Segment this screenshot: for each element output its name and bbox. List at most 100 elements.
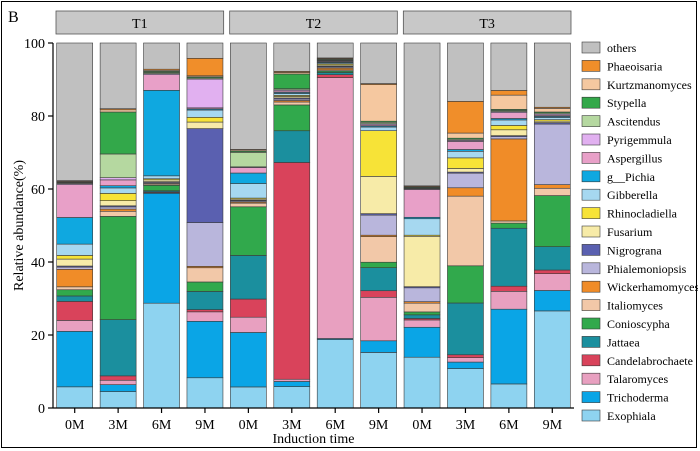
bar-segment-Conioscypha [447, 265, 484, 304]
bar-segment-Gibberella [447, 150, 484, 159]
bar-segment-Trichoderma [533, 290, 571, 312]
bar-segment-Italiomyces [230, 202, 267, 208]
bar-segment-Exophiala [447, 368, 484, 409]
bar-segment-Phialemoniopsis [56, 266, 94, 270]
bar-segment-Exophiala [186, 377, 224, 409]
bar-segment-Candelabrochaete [360, 290, 397, 298]
bar-segment-Exophiala [316, 339, 354, 409]
bar-segment-Phaeoisaria [490, 90, 528, 96]
legend-swatch-Kurtzmanomyces [581, 78, 601, 91]
bar-segment-Candelabrochaete [273, 162, 311, 380]
bar-segment-Wickerhamomyces [56, 268, 94, 288]
bar-segment-Exophiala [143, 302, 180, 409]
group-label: T3 [479, 17, 495, 32]
bar-segment-Exophiala [533, 310, 571, 409]
y-tick-label: 100 [24, 37, 45, 52]
bar-segment-g__Pichia [99, 185, 137, 189]
bar-segment-Talaromyces [533, 273, 571, 291]
legend-label: g__Pichia [607, 170, 656, 184]
bar-segment-others [186, 42, 224, 59]
legend-label: others [607, 41, 637, 55]
bar-segment-Jattaea [533, 246, 571, 271]
group-header-T2 [229, 10, 398, 35]
bar-segment-Fusarium [447, 168, 484, 173]
bar-segment-Aspergillus [230, 167, 267, 174]
bar-segment-Candelabrochaete [230, 298, 267, 318]
bar-segment-Gibberella [143, 175, 180, 180]
bar-segment-others [403, 42, 441, 187]
group-label: T2 [306, 17, 322, 32]
bar-segment-Rhinocladiella [490, 125, 528, 131]
bar-segment-Ascitendus [230, 152, 267, 168]
bar-segment-Kurtzmanomyces [533, 108, 571, 113]
bar-segment-Talaromyces [273, 378, 311, 382]
bar-segment-Gibberella [490, 119, 528, 126]
legend-label: Wickerhamomyces [607, 280, 698, 294]
legend-label: Gibberella [607, 188, 658, 202]
legend-swatch-Candelabrochaete [581, 354, 601, 367]
bar-segment-g__Pichia [230, 172, 267, 184]
bar-segment-Conioscypha [99, 216, 137, 320]
bar-segment-Conioscypha [273, 104, 311, 132]
bar-segment-Fusarium [360, 176, 397, 214]
bar-segment-Rhinocladiella [360, 130, 397, 177]
bar-segment-Phaeoisaria [186, 57, 224, 77]
bar-segment-Gibberella [230, 183, 267, 199]
bar-segment-Aspergillus [490, 112, 528, 119]
bar-segment-Jattaea [316, 72, 354, 75]
bar-segment-g__Pichia [56, 217, 94, 245]
bar-segment-Nigrograna [186, 128, 224, 223]
bar-segment-Conioscypha [403, 311, 441, 316]
legend-swatch-Jattaea [581, 336, 601, 348]
bar-segment-Stypella [273, 73, 311, 90]
legend-swatch-Phialemoniopsis [581, 262, 601, 275]
legend-label: Conioscypha [607, 317, 670, 331]
bar-segment-Jattaea [273, 130, 311, 163]
bar-segment-Italiomyces [490, 220, 528, 224]
bar-segment-Exophiala [230, 386, 267, 409]
y-tick-label: 60 [31, 183, 45, 198]
bar-segment-others [490, 42, 528, 91]
bar-segment-Phialemoniopsis [490, 136, 528, 140]
y-tick-label: 40 [31, 256, 45, 271]
bar-segment-Rhinocladiella [56, 255, 94, 260]
bar-segment-Fusarium [99, 200, 137, 207]
bar-segment-Candelabrochaete [186, 309, 224, 313]
bar-segment-Exophiala [273, 386, 311, 409]
x-tick-label: 9M [543, 418, 563, 433]
bar-segment-Conioscypha [186, 281, 224, 292]
bar-segment-Phaeoisaria [447, 101, 484, 134]
legend-swatch-Talaromyces [581, 372, 601, 385]
x-tick-label: 6M [499, 418, 519, 433]
bar-segment-Phialemoniopsis [360, 214, 397, 236]
x-axis-title: Induction time [272, 432, 354, 447]
bar-segment-Trichoderma [360, 340, 397, 353]
legend-swatch-others [581, 41, 601, 54]
bar-segment-Aspergillus [56, 184, 94, 218]
bar-segment-Trichoderma [403, 326, 441, 358]
x-tick-label: 3M [108, 418, 128, 433]
bar-segment-Phialemoniopsis [186, 222, 224, 267]
bar-segment-Pyrigemmula [186, 78, 224, 109]
bar-segment-g__Pichia [143, 90, 180, 177]
legend-label: Fusarium [607, 225, 653, 239]
legend-swatch-Gibberella [581, 188, 601, 201]
bar-segment-Trichoderma [273, 381, 311, 387]
legend-swatch-Ascitendus [581, 115, 601, 127]
bar-segment-Candelabrochaete [316, 74, 354, 78]
bar-segment-Candelabrochaete [490, 285, 528, 292]
bar-segment-Phialemoniopsis [403, 287, 441, 302]
bar-segment-Stypella [99, 111, 137, 155]
bar-segment-Exophiala [403, 356, 441, 409]
y-tick-label: 80 [31, 110, 45, 125]
legend-label: Aspergillus [607, 151, 662, 165]
bar-segment-others [447, 42, 484, 102]
bar-segment-Trichoderma [186, 321, 224, 379]
legend-swatch-Stypella [581, 96, 601, 109]
x-tick-label: 9M [195, 418, 215, 433]
bar-segment-Conioscypha [230, 206, 267, 256]
bar-segment-Italiomyces [447, 195, 484, 267]
bar-segment-Jattaea [403, 314, 441, 319]
bar-segment-Aspergillus [99, 179, 137, 187]
legend-label: Nigrograna [607, 243, 662, 257]
